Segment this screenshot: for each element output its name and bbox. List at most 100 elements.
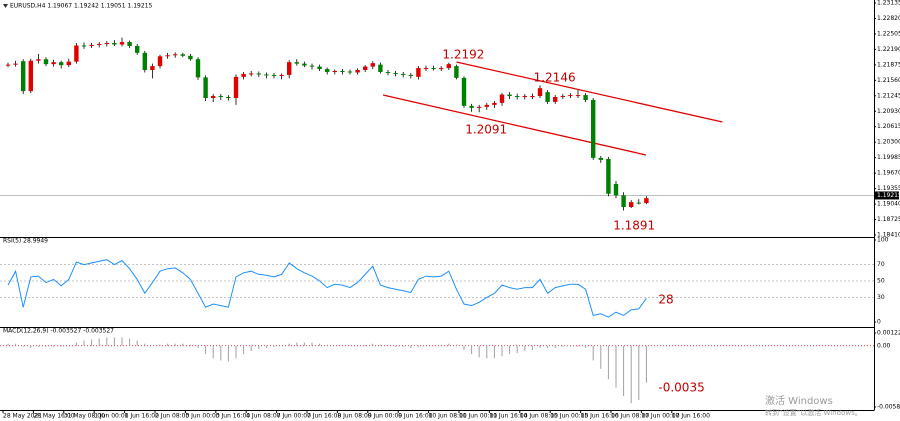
candle-body (507, 94, 512, 97)
annotation: 28 (658, 293, 673, 307)
candle-body (43, 59, 49, 65)
candle-body (644, 198, 649, 204)
candle-body (188, 55, 193, 60)
candle-body (560, 96, 565, 98)
x-tick-label: 3 Jun 00:00 (185, 413, 219, 420)
candle-body (537, 88, 543, 97)
x-tick-label: 10 Jun 08:00 (429, 413, 467, 420)
candle-body (203, 77, 208, 99)
symbol-icon (3, 4, 8, 8)
y-tick-label: 1.22190 (877, 46, 900, 53)
candle-body (423, 68, 429, 70)
x-tick-label: 31 May 08:00 (64, 413, 105, 420)
candle-body (97, 43, 102, 45)
candle-body (613, 183, 619, 196)
candle-body (363, 66, 368, 71)
candle-body (271, 74, 277, 76)
candle-body (5, 64, 11, 66)
candle-body (385, 71, 391, 73)
x-tick-label: 2 Jun 08:00 (155, 413, 189, 420)
candle-body (446, 64, 451, 69)
y-tick-label: 1.18410 (877, 232, 900, 239)
x-tick-label: 1 Jun 00:00 (94, 413, 128, 420)
watermark-title: 激活 Windows (765, 394, 833, 407)
y-tick-label: 100 (877, 237, 889, 244)
candle-body (142, 52, 147, 71)
candle-body (598, 157, 603, 160)
candle-body (36, 59, 41, 61)
candle-body (81, 45, 87, 47)
candle-body (370, 63, 375, 67)
y-tick-label: 1.22505 (877, 30, 900, 37)
candle-body (89, 44, 94, 46)
candle-body (545, 92, 550, 102)
x-tick-label: 28 May 16:00 (33, 413, 74, 420)
candle-body (347, 71, 353, 73)
candle-body (74, 45, 79, 62)
y-tick-label: 1.20930 (877, 108, 900, 115)
y-tick-label: 0.00 (877, 342, 891, 349)
candle-body (515, 96, 520, 98)
candle-body (135, 45, 140, 53)
candle-body (484, 104, 489, 107)
channel-lower (382, 94, 647, 156)
x-tick-label: 3 Jun 16:00 (216, 413, 250, 420)
y-tick-label: 1.20615 (877, 123, 900, 130)
last-price-label: 1.19215 (877, 192, 900, 199)
rsi-title: RSI(5) 28.9949 (3, 238, 48, 245)
candle-body (378, 64, 383, 72)
candle-body (256, 73, 261, 75)
candle-body (332, 71, 337, 73)
candle-body (264, 74, 269, 76)
x-tick-label: 28 May 2021 (3, 413, 42, 420)
y-tick-label: 0 (877, 319, 881, 326)
annotation: 1.1891 (613, 219, 655, 233)
candle-body (606, 158, 611, 194)
watermark-subtitle: 转到“设置”以激活 Windows。 (765, 408, 862, 417)
candle-body (355, 70, 360, 73)
y-tick-label: 1.22820 (877, 15, 900, 22)
macd-title: MACD(12,26,9) -0.003527 -0.003527 (3, 328, 114, 335)
candle-body (226, 97, 231, 99)
y-tick-label: 1.21245 (877, 92, 900, 99)
candle-body (317, 66, 322, 70)
candle-body (195, 59, 201, 78)
y-tick-label: 1.19040 (877, 201, 900, 208)
annotation: 1.2091 (465, 123, 507, 137)
chart-title: EURUSD,H4 1.19067 1.19242 1.19051 1.1921… (10, 3, 152, 10)
y-tick-label: 1.19985 (877, 154, 900, 161)
candle-body (66, 61, 71, 66)
x-tick-label: 11 Jun 00:00 (459, 413, 497, 420)
candle-body (112, 43, 117, 45)
candle-body (575, 95, 581, 97)
y-tick-label: 30 (877, 294, 885, 301)
candle-body (173, 54, 178, 56)
candle-body (233, 76, 239, 99)
candle-body (127, 42, 132, 46)
y-tick-label: 1.20300 (877, 139, 900, 146)
candle-body (591, 99, 596, 158)
x-tick-label: 1 Jun 16:00 (125, 413, 159, 420)
candle-body (28, 60, 33, 92)
last-price-box (875, 191, 899, 200)
candle-body (469, 105, 474, 108)
y-tick-label: 0.001223 (877, 330, 900, 337)
x-tick-label: 8 Jun 08:00 (337, 413, 371, 420)
candle-body (461, 77, 467, 106)
y-tick-label: 1.21875 (877, 61, 900, 68)
x-tick-label: 17 Jun 00:00 (641, 413, 679, 420)
candle-body (13, 63, 18, 65)
candle-body (499, 94, 505, 103)
candle-body (21, 61, 26, 92)
x-tick-label: 7 Jun 16:00 (307, 413, 341, 420)
x-tick-label: 11 Jun 16:00 (489, 413, 527, 420)
candle-body (287, 62, 292, 75)
candle-body (530, 96, 535, 98)
x-tick-label: 14 Jun 08:00 (520, 413, 558, 420)
candle-body (325, 69, 330, 72)
candle-body (294, 62, 299, 64)
rsi-line (7, 259, 647, 318)
candle-body (439, 68, 444, 70)
